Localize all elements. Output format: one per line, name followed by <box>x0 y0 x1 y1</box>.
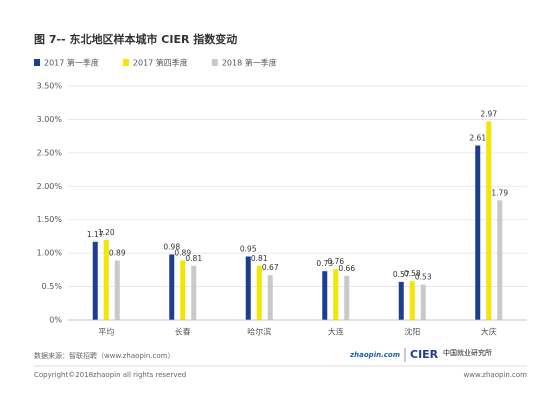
value-label: 0.81 <box>185 254 202 263</box>
y-tick-label: 2.00% <box>37 182 63 191</box>
legend-label: 2018 第一季度 <box>222 58 277 68</box>
x-tick-label: 大连 <box>328 327 344 337</box>
bar <box>103 239 109 320</box>
footer: 数据来源：智联招聘（www.zhaopin.com） zhaopin.com C… <box>34 348 527 379</box>
value-label: 1.20 <box>98 228 115 237</box>
x-tick-label: 哈尔滨 <box>247 327 271 337</box>
bar <box>344 275 350 320</box>
legend-label: 2017 第四季度 <box>133 58 188 68</box>
bar <box>267 275 273 320</box>
bar <box>114 260 120 320</box>
value-label: 0.73 <box>316 259 333 268</box>
bar <box>497 200 503 320</box>
value-label: 0.98 <box>163 242 180 251</box>
bar <box>180 260 186 320</box>
x-tick-label: 大庆 <box>481 327 497 337</box>
legend-swatch <box>211 59 218 66</box>
value-label: 0.67 <box>262 263 279 272</box>
value-label: 1.79 <box>491 188 508 197</box>
value-label: 0.89 <box>109 248 126 257</box>
legend-label: 2017 第一季度 <box>44 58 99 68</box>
x-tick-label: 长春 <box>175 327 191 337</box>
y-tick-label: 2.50% <box>37 148 63 157</box>
logo-cier: CIER <box>410 348 439 361</box>
value-label: 0.57 <box>393 270 410 279</box>
bar <box>420 284 426 320</box>
value-label: 2.97 <box>480 109 497 118</box>
bar <box>169 254 175 320</box>
logo-zhaopin: zhaopin.com <box>349 351 400 359</box>
copyright: Copyright©2018zhaopin all rights reserve… <box>34 371 186 379</box>
y-tick-label: 0.5% <box>42 282 63 291</box>
legend-swatch <box>34 59 40 66</box>
bar <box>398 281 404 320</box>
bar <box>191 265 197 320</box>
source: 数据来源：智联招聘（www.zhaopin.com） <box>34 351 174 360</box>
value-label: 2.61 <box>469 134 486 143</box>
bar <box>333 269 339 320</box>
bar <box>245 256 251 320</box>
bar <box>486 121 492 320</box>
chart-title: 图 7-- 东北地区样本城市 CIER 指数变动 <box>34 32 237 46</box>
legend-swatch <box>122 59 129 66</box>
website: www.zhaopin.com <box>464 371 528 379</box>
bar <box>256 265 262 320</box>
value-label: 0.53 <box>415 273 432 282</box>
value-label: 0.66 <box>338 264 355 273</box>
value-label: 1.17 <box>87 230 104 239</box>
bar <box>92 241 98 320</box>
bar <box>409 281 415 320</box>
logo-cier-cn: 中国就业研究所 <box>443 348 492 357</box>
value-label: 0.58 <box>404 269 421 278</box>
y-tick-label: 3.00% <box>37 115 63 124</box>
bar <box>322 271 328 320</box>
value-label: 0.76 <box>327 257 344 266</box>
value-label: 0.89 <box>174 248 191 257</box>
y-tick-label: 1.00% <box>37 249 63 258</box>
y-tick-label: 0% <box>49 316 62 325</box>
value-label: 0.95 <box>240 244 257 253</box>
y-tick-label: 3.50% <box>37 82 63 91</box>
y-tick-label: 1.50% <box>37 215 63 224</box>
x-tick-label: 沈阳 <box>404 327 420 337</box>
value-label: 0.81 <box>251 254 268 263</box>
x-tick-label: 平均 <box>98 327 114 337</box>
bar <box>475 145 481 320</box>
